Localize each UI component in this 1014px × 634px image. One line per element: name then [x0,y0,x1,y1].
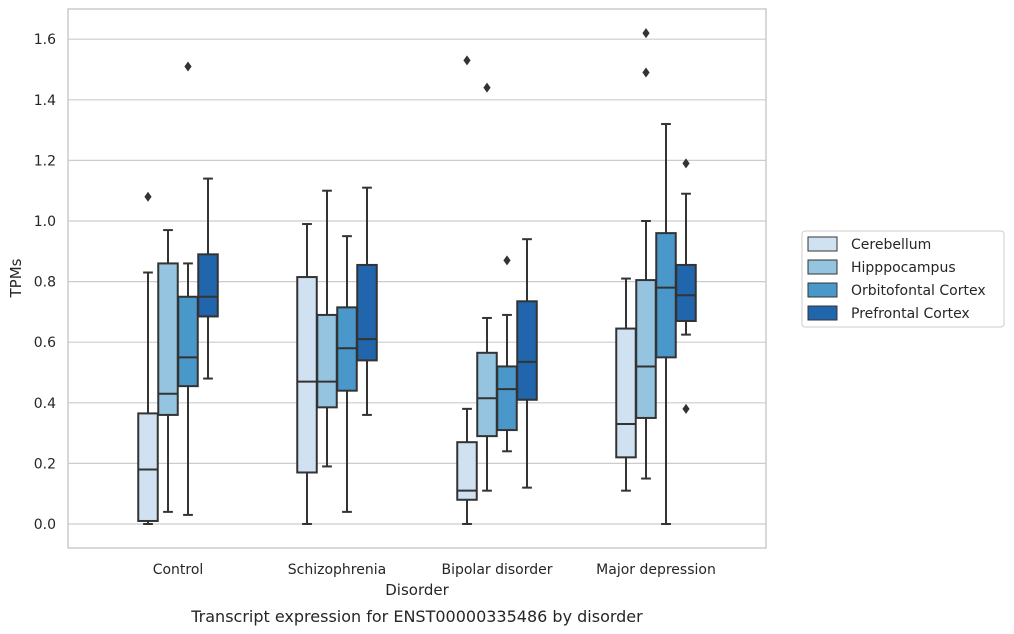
plot-background [68,9,766,548]
iqr-box [615,327,637,459]
chart-caption: Transcript expression for ENST0000033548… [190,607,643,626]
iqr-box [177,295,199,388]
iqr-box [516,300,538,401]
iqr-box [456,441,478,501]
outlier-point [463,55,471,66]
y-tick-label: 1.4 [34,93,56,109]
iqr-box [356,263,378,362]
x-tick-label: Schizophrenia [288,562,386,578]
x-tick-labels: Control Schizophrenia Bipolar disorder Majo… [153,562,716,578]
legend-entry: Cerebellum [851,237,931,253]
iqr-box [197,253,219,318]
outlier-point [144,191,152,202]
outlier-point [682,403,690,414]
iqr-box [137,412,159,522]
iqr-box [675,263,697,322]
x-axis-label: Disorder [385,581,449,599]
x-tick-label: Bipolar disorder [441,562,552,578]
iqr-box [157,262,179,416]
iqr-box [496,365,518,432]
legend: Cerebellum Hipppocampus Orbitofontal Corte… [801,230,1005,328]
y-tick-label: 0.8 [34,275,56,291]
y-tick-label: 1.6 [34,32,56,48]
iqr-box [296,276,318,474]
iqr-box [476,351,498,438]
outlier-point [483,82,491,93]
legend-swatch [807,259,838,275]
x-tick-label: Control [153,562,204,578]
legend-swatch [807,282,838,298]
legend-entry: Prefrontal Cortex [851,306,970,322]
outlier-point [184,61,192,72]
y-axis-label: TPMs [7,258,25,298]
box-series [137,28,697,525]
y-tick-label: 1.0 [34,214,56,230]
y-tick-label: 0.2 [34,456,56,472]
y-tick-label: 0.4 [34,396,56,412]
legend-swatch [807,236,838,252]
iqr-box [655,232,677,359]
outlier-point [642,67,650,78]
legend-entry: Orbitofontal Cortex [851,283,986,299]
iqr-box [635,279,657,419]
outlier-point [642,28,650,39]
outlier-point [682,158,690,169]
iqr-box [316,313,338,409]
y-tick-label: 0.6 [34,335,56,351]
legend-entry: Hipppocampus [851,260,956,276]
legend-swatch [807,305,838,321]
outlier-point [503,255,511,266]
x-tick-label: Major depression [596,562,716,578]
y-tick-label: 1.2 [34,153,56,169]
plot-frame [67,8,767,549]
y-tick-labels: 0.0 0.2 0.4 0.6 0.8 1.0 1.2 1.4 1.6 [34,32,56,533]
y-tick-label: 0.0 [34,517,56,533]
legend-frame [801,230,1005,328]
